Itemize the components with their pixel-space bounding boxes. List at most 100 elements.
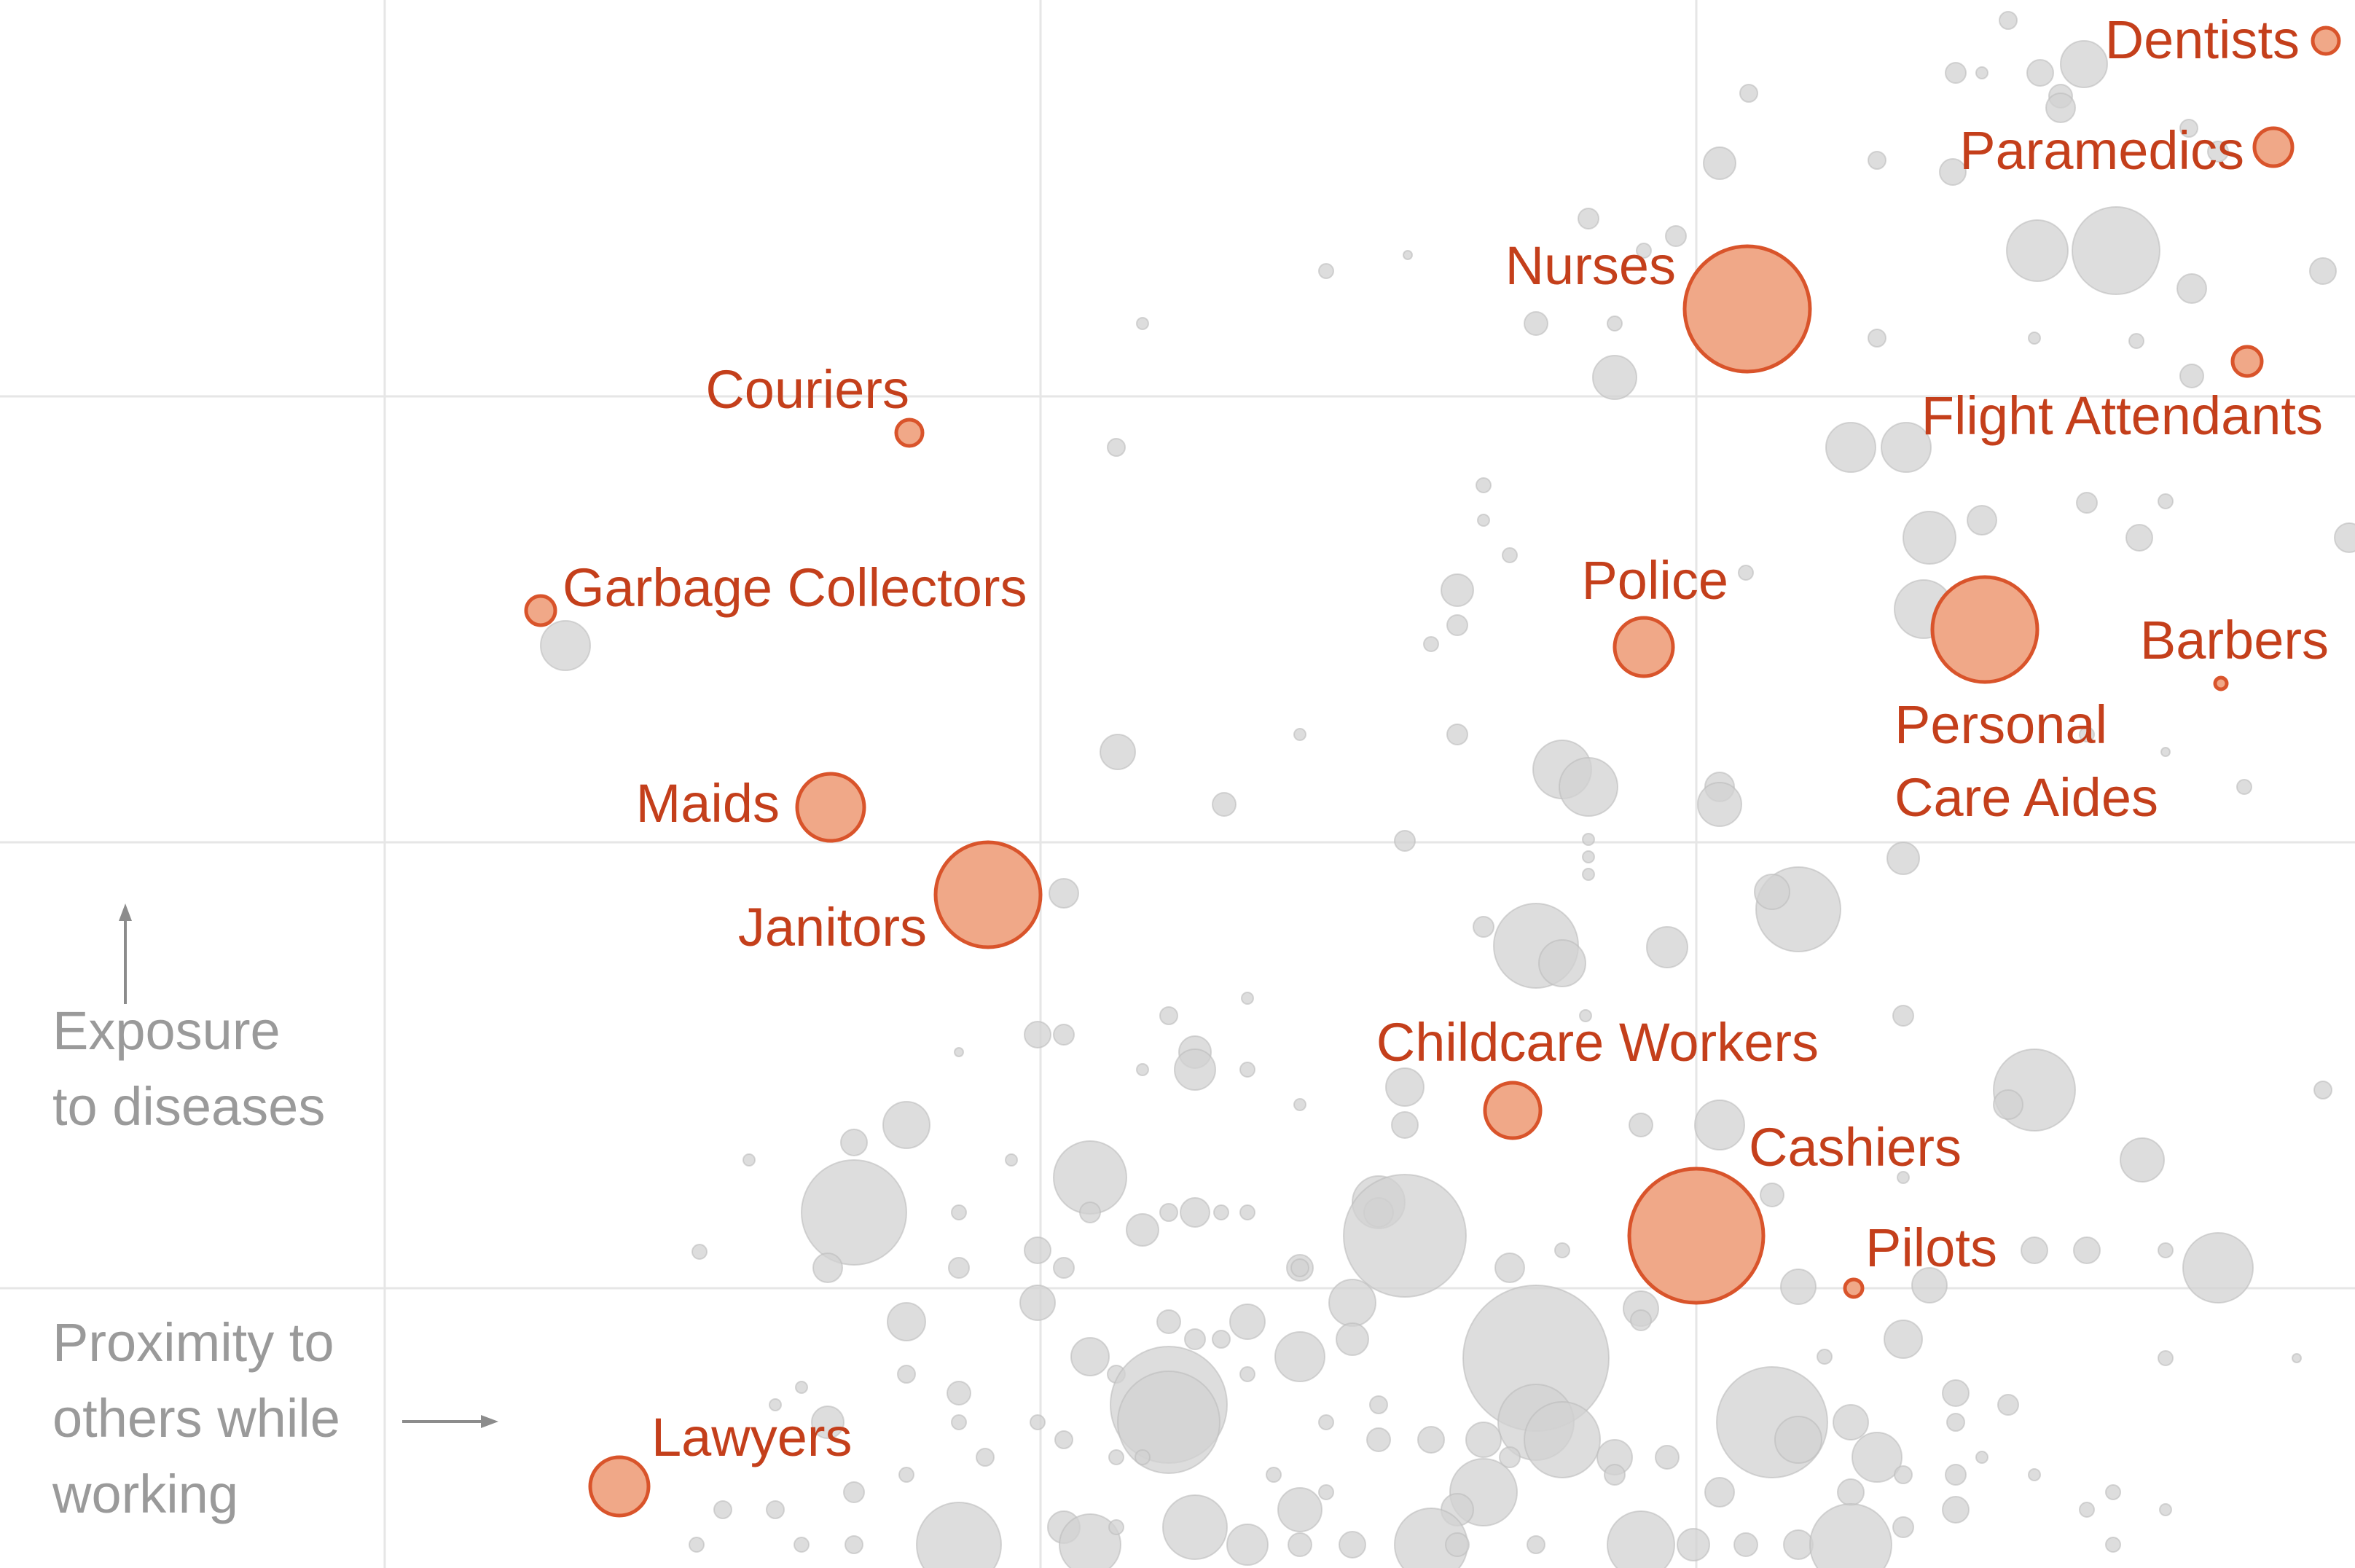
background-point — [1997, 1394, 2019, 1416]
background-point — [976, 1448, 995, 1467]
background-point — [2060, 40, 2108, 88]
background-point — [1100, 734, 1136, 770]
background-point — [1946, 1413, 1965, 1432]
background-point — [1318, 1484, 1334, 1500]
background-point — [1945, 62, 1967, 84]
background-point — [2021, 1236, 2048, 1264]
background-point — [2125, 524, 2153, 552]
background-point — [2160, 747, 2171, 757]
background-point — [1911, 1267, 1948, 1304]
background-point — [1579, 1009, 1592, 1022]
background-point — [1630, 1309, 1652, 1331]
background-point — [2072, 206, 2160, 295]
background-point — [1527, 1535, 1545, 1554]
label-personal-care-aides: Personal Care Aides — [1894, 694, 2158, 828]
background-point — [1184, 1328, 1206, 1350]
background-point — [1825, 422, 1876, 473]
background-point — [1156, 1309, 1181, 1334]
background-point — [795, 1381, 808, 1394]
background-point — [2045, 93, 2076, 123]
background-point — [1945, 1464, 1967, 1486]
background-point — [1975, 66, 1988, 79]
background-point — [1277, 1487, 1323, 1532]
background-point — [769, 1398, 782, 1411]
background-point — [1241, 992, 1254, 1005]
background-point — [1477, 514, 1490, 527]
background-point — [1733, 1532, 1758, 1557]
background-point — [947, 1381, 971, 1406]
background-point — [1604, 1464, 1626, 1486]
background-point — [1993, 1089, 2023, 1120]
label-garbage-collectors: Garbage Collectors — [563, 557, 1027, 618]
x-axis-title-line-1: Proximity to — [52, 1312, 334, 1373]
background-point — [898, 1467, 914, 1483]
background-point — [2159, 1503, 2172, 1516]
point-janitors — [933, 840, 1043, 949]
background-point — [916, 1502, 1002, 1568]
point-police — [1613, 616, 1675, 678]
background-point — [2105, 1484, 2121, 1500]
background-point — [2158, 1242, 2174, 1258]
point-personal-care-aides — [1930, 575, 2039, 684]
point-maids — [795, 772, 866, 843]
background-point — [951, 1414, 967, 1430]
background-point — [1578, 208, 1599, 230]
background-point — [811, 1406, 845, 1439]
background-point — [882, 1101, 930, 1149]
background-point — [2006, 219, 2069, 282]
background-point — [1502, 547, 1518, 563]
background-point — [1391, 1111, 1419, 1139]
background-point — [1942, 1379, 1970, 1407]
background-point — [1417, 1426, 1445, 1454]
background-point — [2120, 1137, 2165, 1183]
background-point — [1053, 1257, 1075, 1279]
label-nurses: Nurses — [1505, 235, 1676, 296]
background-point — [1697, 782, 1742, 827]
background-point — [954, 1047, 964, 1057]
background-point — [2182, 1232, 2254, 1304]
background-point — [540, 620, 591, 671]
background-point — [2334, 522, 2355, 553]
background-point — [1582, 833, 1595, 846]
background-point — [1975, 1451, 1988, 1464]
background-point — [1817, 1349, 1833, 1365]
point-pilots — [1843, 1277, 1865, 1299]
background-point — [1554, 1242, 1570, 1258]
background-point — [840, 1129, 868, 1156]
background-point — [1677, 1528, 1710, 1561]
label-childcare-workers: Childcare Workers — [1376, 1012, 1819, 1073]
background-point — [1559, 757, 1618, 817]
background-point — [2236, 779, 2252, 795]
background-point — [1473, 916, 1494, 938]
background-point — [1385, 1067, 1425, 1107]
background-point — [1126, 1213, 1159, 1247]
background-point — [1318, 1414, 1334, 1430]
background-point — [766, 1500, 785, 1519]
background-point — [1136, 317, 1149, 330]
background-point — [1108, 1449, 1124, 1465]
label-janitors: Janitors — [738, 897, 927, 957]
background-point — [1159, 1006, 1178, 1025]
background-point — [1059, 1513, 1121, 1568]
background-point — [2207, 141, 2229, 162]
background-point — [1694, 1099, 1745, 1150]
background-point — [1053, 1024, 1075, 1046]
point-couriers — [894, 418, 925, 448]
background-point — [1809, 1503, 1892, 1568]
background-point — [1117, 1371, 1220, 1474]
background-point — [1079, 1202, 1101, 1223]
background-point — [2313, 1081, 2332, 1099]
label-pilots: Pilots — [1865, 1218, 1997, 1278]
point-garbage-collectors — [524, 594, 557, 627]
background-point — [1343, 1174, 1467, 1298]
background-point — [2026, 59, 2054, 87]
background-point — [1336, 1322, 1369, 1356]
background-point — [1423, 636, 1439, 652]
background-point — [2158, 493, 2174, 509]
background-point — [1159, 1203, 1178, 1222]
y-axis-title-line-1: Exposure — [52, 1000, 281, 1061]
background-point — [1999, 11, 2018, 30]
background-point — [1607, 1510, 1675, 1568]
label-paramedics: Paramedics — [1959, 120, 2244, 181]
